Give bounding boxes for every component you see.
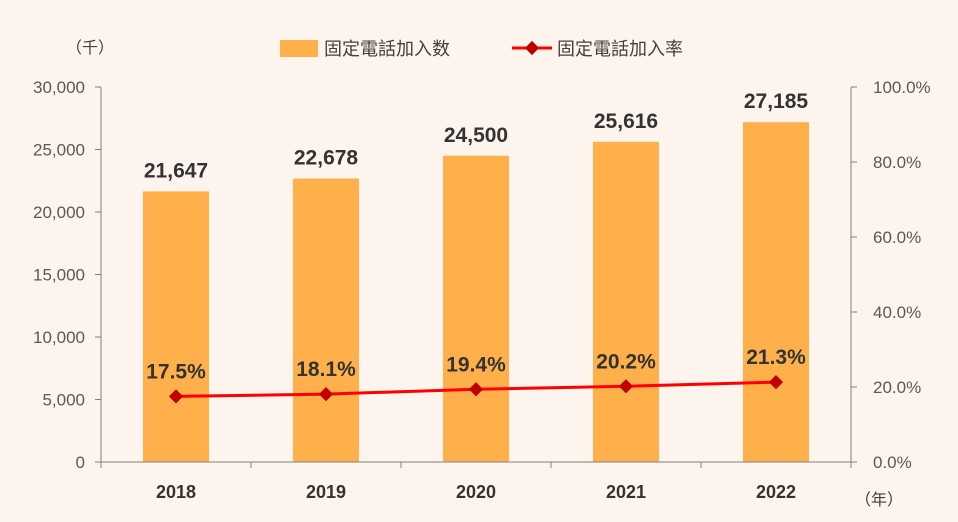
rate-data-label: 18.1% <box>296 358 356 381</box>
right-tick-label: 40.0% <box>873 303 921 322</box>
x-tick-label: 2018 <box>156 482 196 502</box>
legend-bar-label: 固定電話加入数 <box>324 39 450 60</box>
bar <box>293 178 359 462</box>
x-axis-unit-label: （年） <box>855 490 903 509</box>
legend-line-marker <box>524 40 540 56</box>
left-tick-label: 30,000 <box>33 78 85 97</box>
rate-marker <box>468 382 484 397</box>
bar-data-label: 21,647 <box>144 159 208 182</box>
legend: 固定電話加入数 固定電話加入率 <box>280 39 683 60</box>
left-tick-label: 5,000 <box>42 391 85 410</box>
x-tick-label: 2019 <box>306 482 346 502</box>
right-tick-label: 80.0% <box>873 153 921 172</box>
right-tick-label: 0.0% <box>873 453 912 472</box>
legend-bar-swatch <box>280 40 318 57</box>
rate-data-label: 21.3% <box>746 346 806 369</box>
x-tick-label: 2021 <box>606 482 646 502</box>
left-tick-label: 20,000 <box>33 203 85 222</box>
right-tick-label: 100.0% <box>873 78 931 97</box>
bar <box>443 155 509 462</box>
x-axis-ticks: 2018 2019 2020 2021 2022 <box>100 462 852 502</box>
bar <box>743 122 809 462</box>
right-tick-label: 20.0% <box>873 378 921 397</box>
bar-data-label: 27,185 <box>744 90 809 113</box>
bar-data-label: 24,500 <box>444 124 508 147</box>
left-tick-label: 10,000 <box>33 328 85 347</box>
rate-data-label: 19.4% <box>446 353 506 376</box>
right-tick-label: 60.0% <box>873 228 921 247</box>
line-series: 17.5% 18.1% 19.4% 20.2% 21.3% <box>146 346 806 404</box>
left-axis-unit-label: （千） <box>66 38 114 57</box>
left-tick-label: 0 <box>76 453 85 472</box>
left-tick-label: 15,000 <box>33 266 85 285</box>
right-axis-ticks: 0.0% 20.0% 40.0% 60.0% 80.0% 100.0% <box>851 78 931 472</box>
bar <box>143 191 209 462</box>
bar-data-label: 22,678 <box>294 147 359 170</box>
rate-marker <box>618 379 634 394</box>
rate-marker <box>768 375 784 390</box>
bar-data-label: 25,616 <box>594 110 658 133</box>
rate-data-label: 17.5% <box>146 360 206 383</box>
x-tick-label: 2020 <box>456 482 496 502</box>
left-axis-ticks: 0 5,000 10,000 15,000 20,000 25,000 30,000 <box>33 78 101 472</box>
bar <box>593 141 659 463</box>
left-tick-label: 25,000 <box>33 141 85 160</box>
x-tick-label: 2022 <box>756 482 796 502</box>
rate-data-label: 20.2% <box>596 350 656 373</box>
rate-marker <box>168 389 184 404</box>
bar-series: 21,647 22,678 24,500 25,616 27,185 <box>143 90 809 463</box>
rate-marker <box>318 387 334 402</box>
legend-line-label: 固定電話加入率 <box>557 39 683 60</box>
